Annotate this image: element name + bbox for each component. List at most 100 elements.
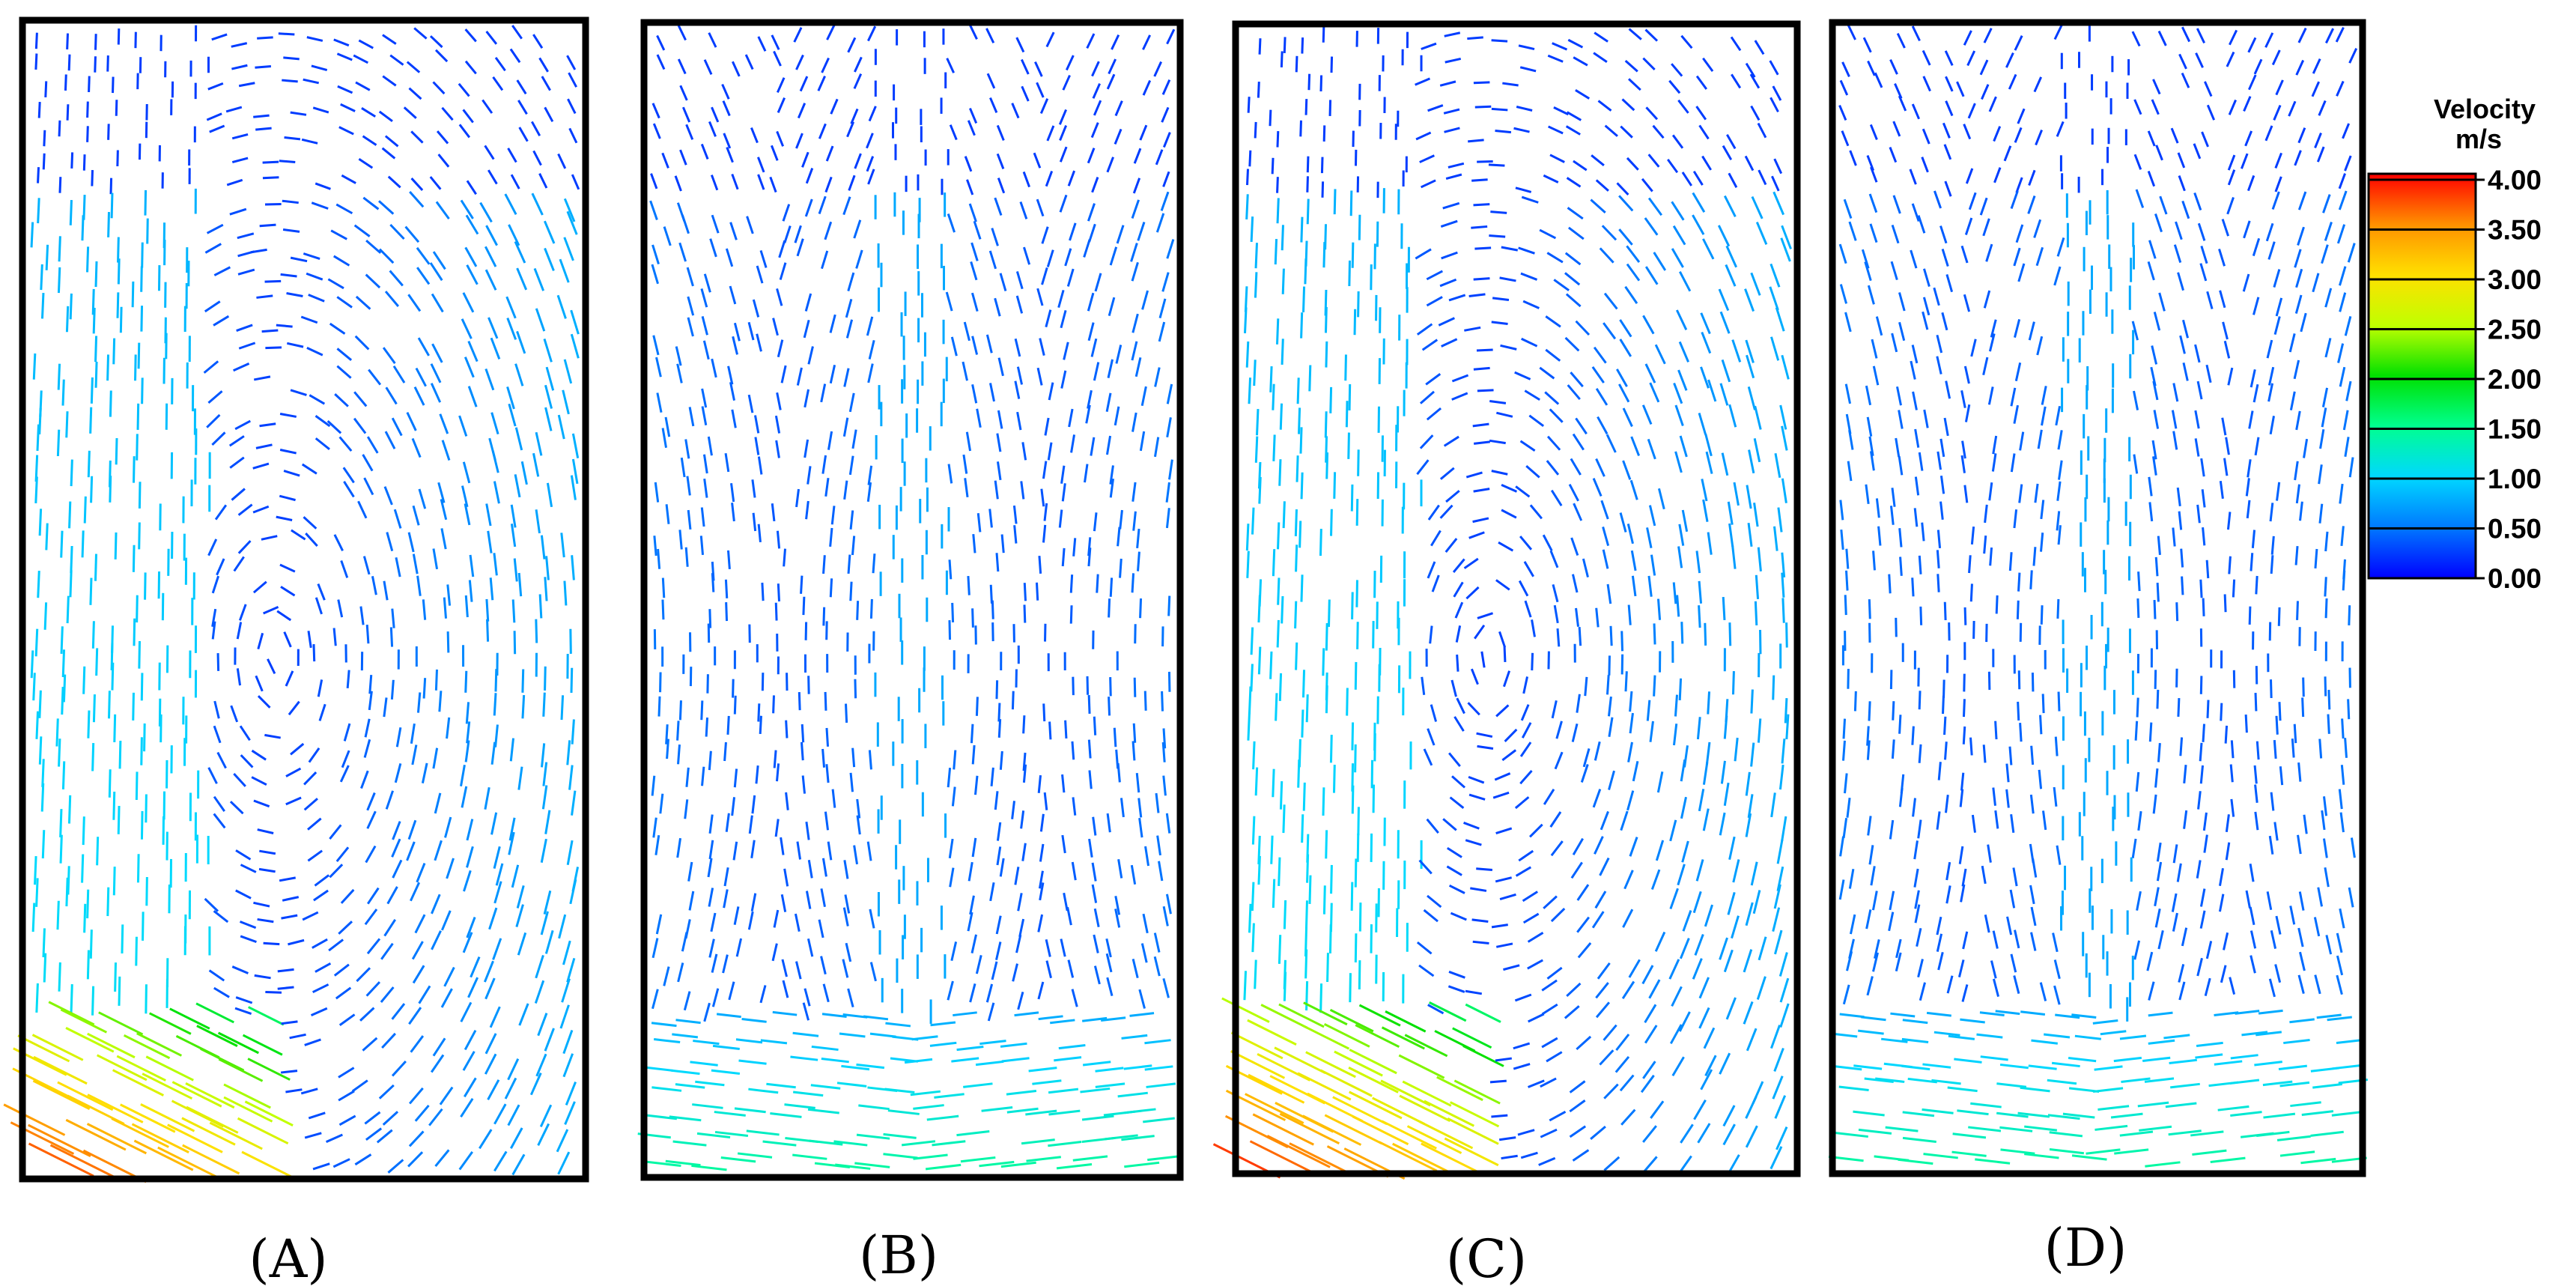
velocity-vector [1518, 246, 1535, 255]
velocity-vector [1549, 811, 1562, 828]
velocity-vector [1416, 323, 1433, 336]
velocity-vector [710, 175, 719, 191]
velocity-vector [1781, 354, 1790, 380]
velocity-vector [566, 840, 574, 866]
velocity-vector [1753, 438, 1761, 463]
velocity-vector [1141, 290, 1149, 310]
velocity-vector [1914, 476, 1920, 496]
velocity-vector [1939, 475, 1945, 494]
velocity-vector [1155, 213, 1165, 233]
velocity-vector [2297, 834, 2302, 855]
velocity-vector [1304, 949, 1308, 979]
velocity-vector [1842, 718, 1847, 739]
velocity-vector [1399, 1094, 1451, 1122]
velocity-vector [439, 1086, 454, 1105]
velocity-vector [1868, 193, 1878, 213]
velocity-vector [2157, 742, 2161, 762]
velocity-vector [2178, 964, 2185, 983]
velocity-vector [1539, 366, 1555, 380]
velocity-vector [1443, 108, 1460, 115]
velocity-vector [1891, 224, 1900, 244]
velocity-vector [1451, 392, 1468, 401]
velocity-vector [330, 229, 347, 240]
velocity-vector [117, 237, 120, 263]
velocity-vector [1960, 245, 1969, 264]
velocity-vector [1046, 125, 1055, 142]
velocity-vector [1251, 816, 1256, 845]
velocity-vector [1595, 982, 1609, 999]
velocity-vector [2172, 844, 2178, 864]
velocity-vector [1846, 797, 1851, 818]
velocity-vector [854, 56, 863, 73]
velocity-vector [1720, 760, 1726, 784]
velocity-vector [1124, 1108, 1156, 1114]
velocity-vector [807, 1108, 839, 1114]
velocity-vector [835, 1163, 871, 1170]
velocity-vector [772, 318, 779, 336]
velocity-vector [257, 632, 264, 650]
velocity-vector [1243, 971, 1248, 1001]
velocity-vector [544, 407, 553, 431]
velocity-vector [2249, 906, 2255, 926]
velocity-vector [571, 458, 579, 485]
velocity-vector [1418, 859, 1433, 875]
velocity-vector [34, 53, 38, 70]
velocity-vector [238, 82, 255, 88]
velocity-vector [885, 1022, 911, 1028]
velocity-vector [994, 480, 999, 500]
velocity-vector [1895, 952, 1902, 972]
velocity-vector [1745, 62, 1756, 78]
velocity-vector [2247, 175, 2255, 192]
velocity-vector [465, 702, 470, 724]
velocity-vector [708, 888, 714, 907]
velocity-vector [432, 747, 439, 769]
velocity-vector [1849, 150, 1857, 166]
velocity-vector [1352, 1115, 1409, 1146]
velocity-vector [1111, 34, 1120, 50]
velocity-vector [1644, 28, 1659, 42]
velocity-vector [255, 675, 264, 692]
velocity-vector [1838, 105, 1847, 121]
panel-b-frame [640, 19, 1184, 1181]
velocity-vector [1600, 500, 1609, 520]
velocity-vector [1698, 124, 1710, 140]
velocity-vector [866, 482, 872, 502]
velocity-vector [34, 476, 38, 504]
velocity-vector [708, 938, 715, 958]
velocity-vector [1036, 367, 1043, 386]
velocity-vector [490, 337, 501, 360]
legend-tick-label: 0.00 [2488, 563, 2542, 594]
velocity-vector [484, 269, 497, 291]
velocity-vector [106, 55, 109, 72]
velocity-vector [2303, 438, 2309, 458]
velocity-vector [1895, 938, 1902, 959]
velocity-vector [976, 408, 982, 428]
velocity-vector [967, 912, 973, 932]
velocity-vector [986, 73, 996, 89]
velocity-vector [645, 1160, 681, 1168]
velocity-vector [2255, 741, 2260, 760]
velocity-vector [1114, 128, 1123, 145]
velocity-vector [1650, 869, 1661, 891]
velocity-vector [759, 985, 767, 1004]
velocity-vector [259, 223, 276, 228]
velocity-vector [1324, 1114, 1382, 1145]
velocity-vector [2056, 237, 2065, 257]
velocity-vector [2074, 1034, 2102, 1040]
velocity-vector [1072, 1155, 1108, 1162]
velocity-vector [1616, 368, 1628, 387]
velocity-vector [2053, 24, 2063, 40]
velocity-vector [1555, 721, 1563, 739]
velocity-vector [1620, 631, 1624, 652]
velocity-vector [1750, 272, 1761, 296]
velocity-vector [2178, 175, 2186, 192]
velocity-vector [2151, 345, 2158, 365]
velocity-vector [1772, 907, 1781, 932]
velocity-vector [1867, 285, 1875, 305]
velocity-vector [1671, 986, 1683, 1007]
velocity-vector [995, 553, 1000, 572]
velocity-vector [1448, 971, 1465, 979]
velocity-vector [970, 724, 974, 744]
velocity-vector [1543, 789, 1555, 805]
velocity-vector [866, 133, 874, 149]
